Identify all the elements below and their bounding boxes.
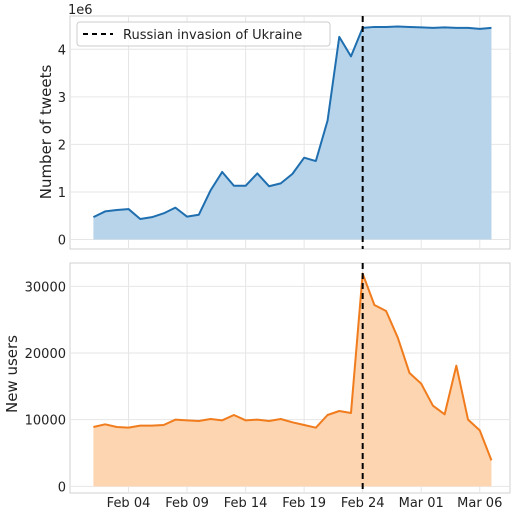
x-tick-label: Mar 06 <box>457 496 502 511</box>
tweets-area <box>93 26 492 240</box>
tweets-y-tick-label: 1 <box>58 186 66 201</box>
new-users-y-tick-labels: 0 10000 20000 30000 <box>25 280 66 495</box>
new-users-plot-frame <box>69 262 511 494</box>
tweets-y-axis-label: Number of tweets <box>37 65 55 200</box>
new-users-y-tick-label: 0 <box>58 480 66 495</box>
tweets-scale-label: 1e6 <box>68 3 93 18</box>
new-users-y-tick-label: 10000 <box>25 414 66 429</box>
new-users-line <box>93 272 493 461</box>
legend-box <box>76 21 331 47</box>
tweets-panel: 0 1 2 3 4 1e6 Number of tweets Russian invas… <box>37 3 511 250</box>
tweets-line <box>92 25 492 221</box>
new-users-panel: 0 10000 20000 30000 Feb 04 Feb 09 Feb 14 Feb 1… <box>3 262 511 511</box>
x-tick-label: Feb 24 <box>341 496 385 511</box>
x-tick-label: Mar 01 <box>399 496 444 511</box>
new-users-area <box>93 273 492 487</box>
x-tick-label: Feb 04 <box>107 496 151 511</box>
x-tick-labels: Feb 04 Feb 09 Feb 14 Feb 19 Feb 24 Mar 01 Mar … <box>107 496 503 511</box>
tweets-y-tick-label: 3 <box>58 91 66 106</box>
new-users-y-tick-label: 20000 <box>25 347 66 362</box>
x-tick-label: Feb 14 <box>224 496 268 511</box>
x-tick-label: Feb 09 <box>165 496 209 511</box>
tweets-plot-frame <box>69 15 511 250</box>
new-users-y-tick-label: 30000 <box>25 280 66 295</box>
tweets-y-tick-label: 4 <box>58 43 66 58</box>
new-users-y-axis-label: New users <box>3 335 21 413</box>
legend-label: Russian invasion of Ukraine <box>123 28 302 43</box>
tweets-y-tick-labels: 0 1 2 3 4 <box>58 43 66 248</box>
tweets-y-tick-label: 2 <box>58 138 66 153</box>
legend: Russian invasion of Ukraine <box>76 21 331 47</box>
x-tick-label: Feb 19 <box>282 496 326 511</box>
tweets-y-tick-label: 0 <box>58 233 66 248</box>
